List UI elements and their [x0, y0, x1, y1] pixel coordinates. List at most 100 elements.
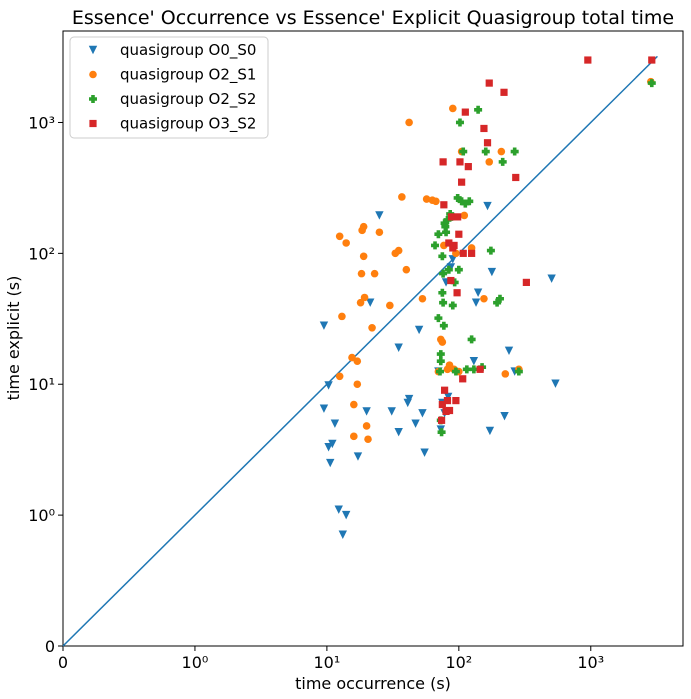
data-point — [483, 201, 492, 211]
data-point — [447, 213, 456, 221]
data-point — [459, 147, 468, 156]
y-tick-label: 10¹ — [28, 375, 55, 394]
data-point — [440, 201, 448, 209]
data-point — [364, 435, 372, 444]
x-tick-label: 10⁰ — [182, 653, 209, 672]
data-point — [453, 193, 462, 202]
data-point — [497, 147, 506, 156]
data-point — [439, 269, 448, 278]
data-points — [319, 56, 656, 539]
data-point — [359, 252, 368, 261]
data-point — [348, 353, 356, 362]
data-point — [375, 228, 384, 237]
data-point — [500, 88, 508, 96]
data-point — [512, 173, 520, 182]
data-point — [404, 394, 414, 404]
data-point — [468, 249, 476, 257]
legend-label: quasigroup O3_S2 — [120, 115, 256, 134]
data-point — [438, 252, 447, 261]
data-point — [551, 379, 560, 388]
data-point — [420, 448, 429, 457]
data-point — [493, 298, 502, 307]
data-point — [366, 298, 375, 307]
data-point — [350, 432, 358, 441]
data-point — [501, 370, 510, 378]
data-point — [510, 147, 519, 156]
legend-item: quasigroup O2_S1 — [89, 66, 256, 85]
data-point — [467, 335, 476, 344]
data-point — [460, 211, 469, 220]
data-point — [431, 241, 440, 250]
data-point — [442, 228, 451, 237]
legend-marker — [89, 119, 97, 128]
data-point — [465, 197, 474, 206]
data-point — [480, 124, 488, 133]
data-point — [394, 428, 403, 437]
data-point — [439, 158, 447, 166]
data-point — [394, 246, 403, 255]
data-point — [459, 375, 467, 383]
legend-item: quasigroup O3_S2 — [89, 115, 256, 134]
data-point — [456, 158, 464, 166]
y-tick-label: 10⁰ — [28, 506, 55, 525]
data-point — [319, 321, 329, 330]
data-point — [462, 365, 471, 374]
data-point — [341, 510, 351, 520]
data-point — [438, 400, 446, 409]
data-point — [434, 314, 443, 323]
data-point — [386, 301, 394, 310]
data-point — [362, 422, 371, 430]
data-point — [411, 419, 420, 428]
data-point — [402, 265, 411, 274]
data-point — [485, 158, 494, 166]
data-point — [443, 396, 452, 405]
chart-title: Essence' Occurrence vs Essence' Explicit… — [72, 7, 674, 29]
data-point — [436, 357, 445, 366]
data-point — [486, 246, 495, 255]
data-point — [445, 406, 454, 415]
data-point — [451, 367, 460, 376]
data-point — [455, 118, 464, 127]
x-tick-label: 10³ — [577, 653, 604, 672]
data-point — [359, 222, 368, 231]
x-tick-label: 10² — [445, 653, 472, 672]
data-point — [458, 178, 466, 186]
data-point — [360, 293, 369, 302]
legend-marker — [89, 95, 97, 103]
data-point — [448, 255, 457, 264]
data-point — [436, 367, 445, 376]
data-point — [480, 294, 488, 303]
data-point — [422, 195, 431, 203]
data-point — [498, 157, 507, 166]
data-point — [437, 428, 446, 437]
data-point — [547, 274, 556, 283]
data-point — [450, 241, 458, 250]
data-point — [459, 249, 467, 257]
data-point — [584, 56, 592, 64]
series-1 — [335, 77, 655, 444]
data-point — [504, 346, 514, 356]
legend-marker — [88, 45, 98, 55]
legend-label: quasigroup O0_S0 — [120, 41, 256, 60]
data-point — [375, 211, 384, 220]
data-point — [436, 350, 445, 359]
data-point — [330, 419, 340, 428]
data-point — [357, 269, 366, 278]
data-point — [434, 230, 443, 239]
y-axis-label: time explicit (s) — [4, 276, 23, 401]
data-point — [398, 193, 406, 201]
data-point — [473, 288, 483, 297]
data-point — [476, 365, 484, 373]
data-point — [457, 197, 466, 206]
data-point — [438, 288, 447, 297]
data-point — [485, 426, 495, 436]
legend-item: quasigroup O2_S2 — [89, 90, 256, 109]
data-point — [648, 56, 656, 64]
data-point — [495, 294, 504, 303]
data-point — [444, 265, 453, 274]
data-point — [439, 321, 448, 330]
data-point — [454, 213, 462, 221]
data-point — [448, 301, 457, 310]
data-point — [443, 215, 452, 224]
data-point — [441, 222, 450, 231]
